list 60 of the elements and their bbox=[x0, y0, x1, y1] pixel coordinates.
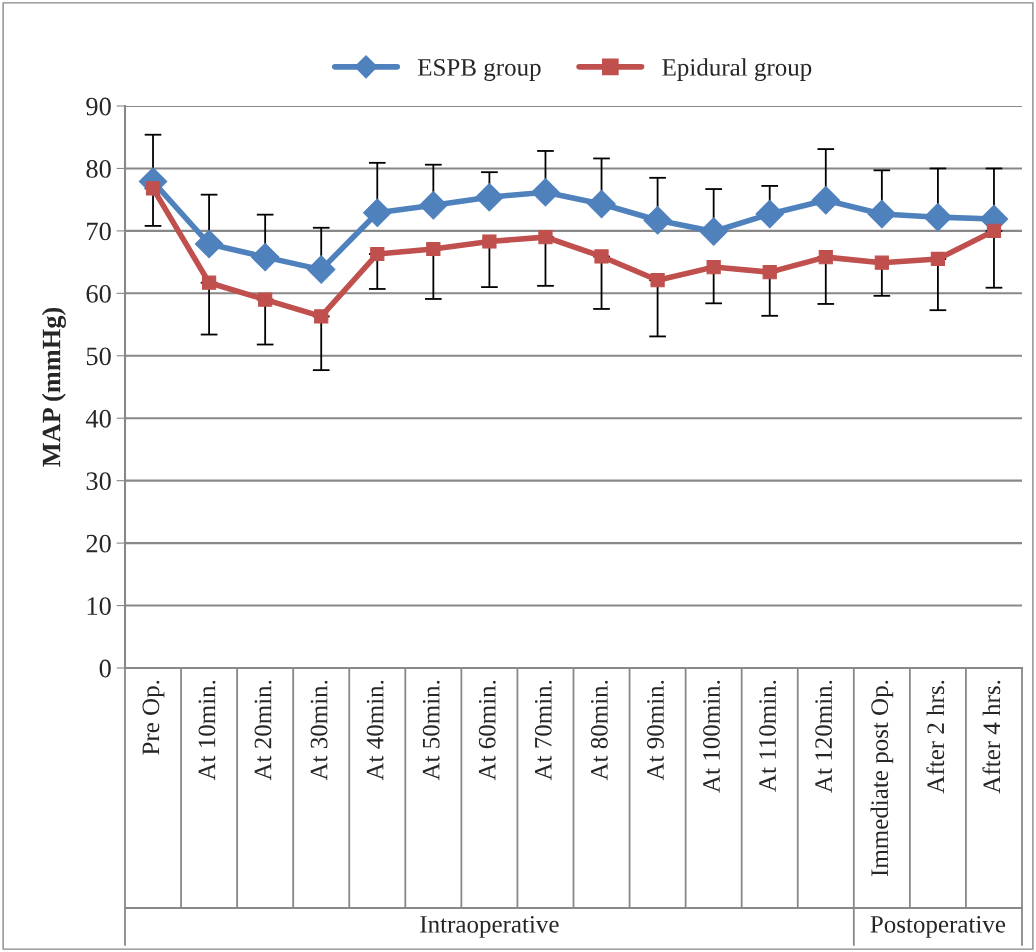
point bbox=[923, 202, 953, 232]
x-tick-label: At 20min. bbox=[254, 680, 272, 781]
point bbox=[986, 223, 1002, 239]
text: Postoperative bbox=[870, 915, 1006, 938]
x-tick-label: At 90min. bbox=[646, 680, 664, 781]
x-tick-label: Pre Op. bbox=[142, 680, 165, 755]
point bbox=[818, 250, 833, 265]
legend-label: ESPB group bbox=[417, 59, 541, 81]
y-tick-label: 50 bbox=[86, 347, 111, 366]
point bbox=[250, 242, 280, 272]
y-tick-label: 80 bbox=[86, 160, 111, 178]
x-tick-label: After 4 hrs. bbox=[982, 680, 1001, 794]
x-tick-label: At 10min. bbox=[198, 680, 216, 781]
y-tick-label: 60 bbox=[86, 284, 111, 303]
point bbox=[643, 206, 672, 235]
point bbox=[874, 255, 889, 270]
point bbox=[370, 246, 385, 262]
point bbox=[811, 186, 841, 215]
x-tick-label: At 110min. bbox=[759, 680, 777, 792]
x-tick-label: Immediate post Op. bbox=[870, 680, 894, 877]
point bbox=[201, 275, 217, 290]
x-tick-label: At 30min. bbox=[310, 680, 328, 781]
x-tick-label: At 70min. bbox=[534, 680, 552, 781]
point bbox=[762, 264, 777, 280]
point bbox=[426, 241, 441, 257]
x-tick-label: At 50min. bbox=[422, 680, 440, 781]
point bbox=[363, 198, 392, 228]
point bbox=[699, 217, 728, 246]
y-tick-label: 70 bbox=[87, 222, 111, 241]
point bbox=[258, 292, 273, 307]
point bbox=[314, 309, 329, 324]
point bbox=[867, 199, 897, 229]
y-tick-label: 40 bbox=[85, 409, 111, 428]
point bbox=[482, 234, 497, 249]
point bbox=[706, 259, 721, 275]
y-axis-title: MAP (mmHg) bbox=[41, 307, 66, 467]
y-tick-label: 10 bbox=[87, 597, 111, 615]
point bbox=[755, 199, 784, 229]
point bbox=[194, 229, 224, 259]
point bbox=[306, 255, 336, 284]
legend-label: Epidural group bbox=[662, 58, 812, 81]
point bbox=[587, 189, 616, 219]
point bbox=[594, 249, 609, 264]
text: Intraoperative bbox=[420, 915, 559, 938]
point bbox=[475, 182, 504, 212]
x-tick-label: At 120min. bbox=[815, 680, 833, 793]
point bbox=[531, 177, 560, 207]
point bbox=[930, 251, 946, 267]
y-tick-label: 30 bbox=[86, 472, 111, 491]
point bbox=[419, 191, 448, 220]
y-tick-label: 0 bbox=[99, 659, 111, 678]
x-tick-label: At 80min. bbox=[590, 680, 608, 781]
x-tick-label: At 100min. bbox=[703, 680, 721, 793]
point bbox=[650, 273, 665, 288]
x-tick-label: After 2 hrs. bbox=[926, 680, 945, 794]
x-tick-label: At 60min. bbox=[478, 680, 496, 781]
point bbox=[538, 230, 553, 245]
y-tick-label: 20 bbox=[86, 534, 111, 553]
x-tick-label: At 40min. bbox=[366, 680, 384, 781]
y-tick-label: 90 bbox=[86, 97, 111, 116]
